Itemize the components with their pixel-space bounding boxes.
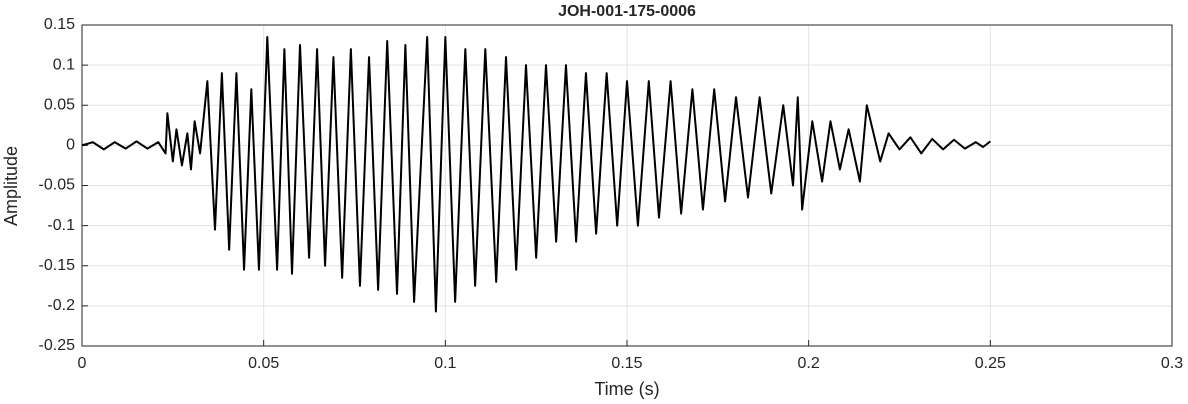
x-tick-label: 0.3 <box>1161 355 1183 372</box>
x-tick-label: 0.2 <box>798 355 820 372</box>
plot-box <box>81 24 1173 347</box>
y-tick-label: -0.25 <box>39 337 76 354</box>
x-tick-label: 0 <box>78 355 87 372</box>
waveform <box>81 36 991 313</box>
x-tick-label: 0.05 <box>248 355 279 372</box>
y-tick-label: -0.15 <box>39 257 76 274</box>
y-tick-label: 0.15 <box>44 16 75 33</box>
x-tick-label: 0.25 <box>975 355 1006 372</box>
y-tick-label: -0.1 <box>47 217 75 234</box>
y-tick-label: 0.1 <box>53 56 75 73</box>
x-tick-label: 0.15 <box>611 355 642 372</box>
chart-title: JOH-001-175-0006 <box>558 3 696 20</box>
y-tick-label: 0 <box>66 137 75 154</box>
y-tick-label: -0.05 <box>39 177 76 194</box>
x-tick-label: 0.1 <box>434 355 456 372</box>
x-axis-label: Time (s) <box>594 379 659 399</box>
y-tick-label: 0.05 <box>44 96 75 113</box>
y-tick-label: -0.2 <box>47 297 75 314</box>
y-axis-label: Amplitude <box>1 146 21 226</box>
